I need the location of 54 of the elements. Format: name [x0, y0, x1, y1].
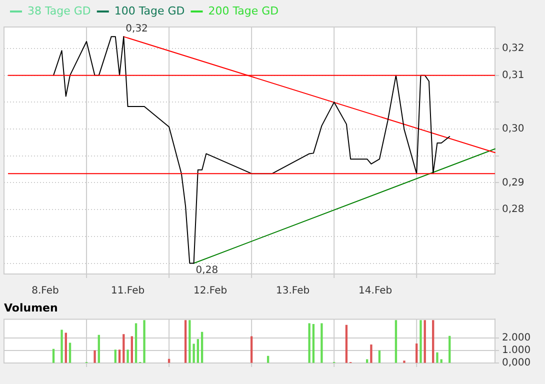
bar — [345, 324, 348, 363]
bar — [134, 323, 138, 363]
legend-label: 38 Tage GD — [28, 4, 91, 18]
bar — [52, 348, 55, 363]
x-tick-label: 12.Feb — [194, 286, 228, 297]
y-tick-label: 0,29 — [502, 177, 524, 188]
bar — [370, 344, 372, 363]
bar — [118, 350, 121, 363]
bar — [168, 358, 170, 363]
bar — [200, 332, 204, 363]
annotation: 0,32 — [126, 23, 148, 34]
y-tick-label: 2.000 — [502, 332, 531, 344]
bar — [308, 323, 310, 363]
bar — [94, 350, 96, 363]
y-tick-label: 0,28 — [502, 204, 524, 216]
bar — [60, 330, 63, 363]
bar — [143, 320, 146, 363]
bar — [366, 359, 368, 363]
chart-title: Volumen — [4, 301, 58, 314]
bar — [188, 320, 191, 363]
bar — [312, 324, 315, 363]
bar — [432, 320, 434, 363]
bar — [64, 332, 67, 363]
bar — [114, 350, 116, 363]
bar — [420, 320, 422, 363]
bar — [126, 350, 129, 363]
bar — [184, 320, 187, 363]
bar — [250, 336, 253, 363]
bar — [68, 342, 72, 363]
bar — [440, 359, 442, 363]
y-tick-label: 0,31 — [502, 70, 524, 81]
bar — [448, 336, 451, 363]
bar — [436, 352, 438, 363]
bar — [130, 336, 133, 363]
bar — [266, 356, 270, 363]
x-tick-label: 13.Feb — [276, 286, 310, 297]
legend-label: 100 Tage GD — [114, 4, 185, 18]
y-tick-label: 0,000 — [502, 358, 531, 369]
bar — [98, 334, 100, 363]
legend-label: 200 Tage GD — [208, 4, 279, 18]
bar — [424, 320, 426, 363]
bar — [196, 339, 200, 363]
annotation: 0,28 — [196, 264, 218, 276]
bar — [394, 320, 398, 363]
bar — [320, 323, 323, 363]
y-tick-label: 1.000 — [502, 345, 531, 356]
bar — [122, 334, 125, 363]
x-tick-label: 11.Feb — [110, 286, 145, 297]
x-tick-label: 8.Feb — [32, 286, 59, 297]
bar — [416, 344, 418, 363]
y-tick-label: 0,30 — [502, 124, 524, 135]
bar — [378, 350, 381, 363]
y-tick-label: 0,32 — [502, 43, 524, 54]
x-tick-label: 14.Feb — [358, 286, 392, 297]
